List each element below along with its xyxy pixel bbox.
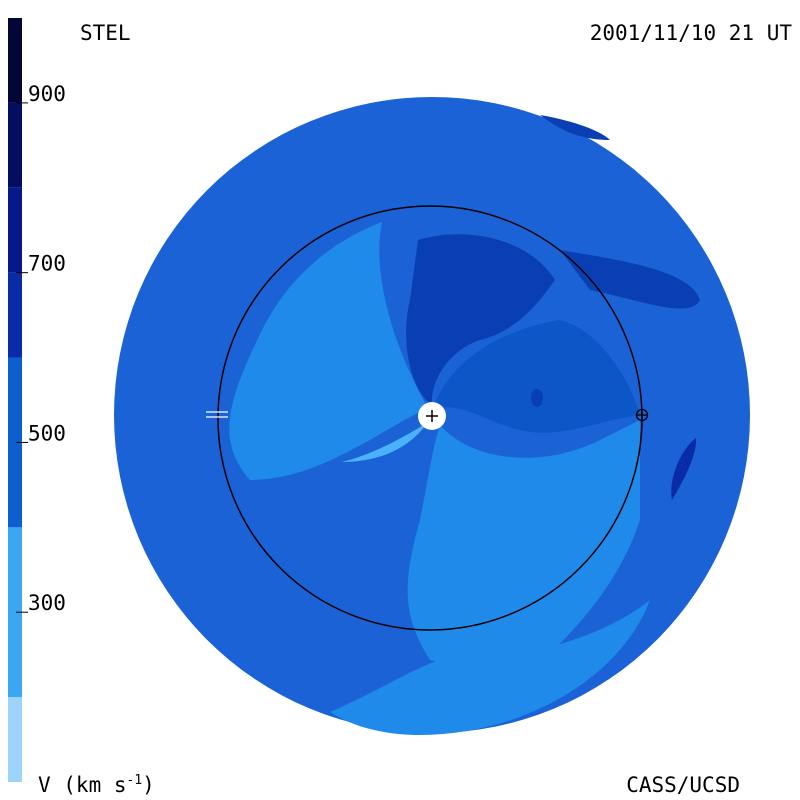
colorbar-tick-label: 500 <box>28 421 66 445</box>
earth-cross <box>636 409 648 421</box>
dark-spot <box>531 389 543 407</box>
unit-text: V (km s <box>38 773 127 797</box>
dark-lens-right <box>671 438 697 500</box>
dark-edge-top <box>540 115 610 140</box>
earth-marker <box>635 408 649 422</box>
light-streak <box>342 422 428 462</box>
colorbar-band <box>8 357 22 528</box>
colorbar: 300 500 700 900 <box>8 18 66 782</box>
light-arm-bottom <box>407 420 640 680</box>
unit-sup: -1 <box>127 773 143 788</box>
timestamp: 2001/11/10 21 UT <box>590 21 793 45</box>
credit: CASS/UCSD <box>626 773 740 797</box>
colorbar-band <box>8 102 22 188</box>
unit-end: ) <box>142 773 155 797</box>
colorbar-band <box>8 527 22 698</box>
colorbar-band <box>8 697 22 782</box>
colorbar-tick-label: 700 <box>28 252 66 276</box>
colorbar-band <box>8 18 22 103</box>
unit-label: V (km s-1) <box>38 773 155 797</box>
light-band-bottom <box>330 600 650 735</box>
equals-mark <box>206 411 228 418</box>
colorbar-band <box>8 187 22 273</box>
medium-region <box>432 320 640 433</box>
light-arm-left <box>229 222 428 480</box>
dark-region-top <box>406 234 555 405</box>
dark-band-right <box>560 250 700 309</box>
colorbar-band <box>8 272 22 358</box>
colorbar-tick-label: 900 <box>28 82 66 106</box>
observatory-label: STEL <box>80 21 131 45</box>
sun-marker <box>418 402 446 430</box>
colorbar-tick-label: 300 <box>28 591 66 615</box>
sun-cross <box>426 410 438 422</box>
